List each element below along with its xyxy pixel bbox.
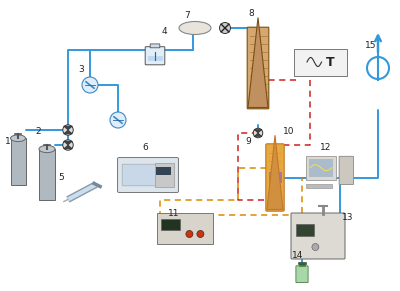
FancyBboxPatch shape (291, 213, 345, 259)
Bar (155, 163, 174, 187)
Bar (268, 172, 282, 183)
Text: 9: 9 (245, 138, 251, 146)
FancyBboxPatch shape (306, 156, 336, 180)
FancyBboxPatch shape (247, 27, 269, 109)
Text: T: T (326, 56, 335, 68)
Bar (156, 167, 171, 175)
FancyBboxPatch shape (122, 164, 158, 186)
Ellipse shape (10, 135, 26, 141)
Bar (299, 264, 305, 266)
Circle shape (63, 125, 73, 135)
Bar (39, 149, 55, 200)
Text: 6: 6 (142, 143, 148, 152)
Text: 14: 14 (292, 251, 303, 260)
Ellipse shape (39, 146, 55, 152)
Text: 10: 10 (283, 127, 294, 136)
FancyBboxPatch shape (339, 156, 354, 184)
Ellipse shape (179, 22, 211, 35)
Circle shape (220, 22, 230, 33)
FancyBboxPatch shape (157, 212, 213, 244)
Polygon shape (254, 133, 262, 136)
Text: 11: 11 (168, 208, 180, 217)
Bar (308, 159, 333, 177)
Text: 2: 2 (35, 127, 41, 136)
Circle shape (197, 230, 204, 237)
Text: 7: 7 (184, 10, 190, 19)
Text: 3: 3 (78, 65, 84, 74)
Bar (306, 184, 332, 188)
Polygon shape (64, 145, 72, 149)
Circle shape (186, 230, 193, 237)
Polygon shape (254, 129, 262, 133)
Bar (148, 56, 162, 61)
FancyBboxPatch shape (118, 157, 178, 193)
Polygon shape (64, 126, 72, 130)
Bar (160, 219, 180, 230)
Bar (298, 262, 306, 264)
Circle shape (253, 128, 263, 138)
Circle shape (63, 140, 73, 150)
Circle shape (312, 244, 319, 251)
FancyBboxPatch shape (296, 266, 308, 283)
FancyBboxPatch shape (294, 49, 346, 75)
Circle shape (82, 77, 98, 93)
Text: 15: 15 (365, 40, 376, 49)
Bar (10, 138, 26, 185)
FancyBboxPatch shape (266, 144, 284, 211)
Polygon shape (267, 135, 283, 210)
Polygon shape (64, 141, 72, 145)
Text: 12: 12 (320, 143, 331, 152)
Text: 13: 13 (342, 214, 354, 223)
FancyBboxPatch shape (150, 44, 160, 48)
Circle shape (110, 112, 126, 128)
Text: 4: 4 (162, 28, 168, 36)
Text: 1: 1 (5, 138, 11, 146)
Text: 5: 5 (58, 173, 64, 182)
Polygon shape (64, 130, 72, 134)
Bar (296, 224, 314, 236)
FancyBboxPatch shape (145, 47, 165, 65)
Polygon shape (248, 17, 268, 107)
Text: 8: 8 (248, 10, 254, 19)
